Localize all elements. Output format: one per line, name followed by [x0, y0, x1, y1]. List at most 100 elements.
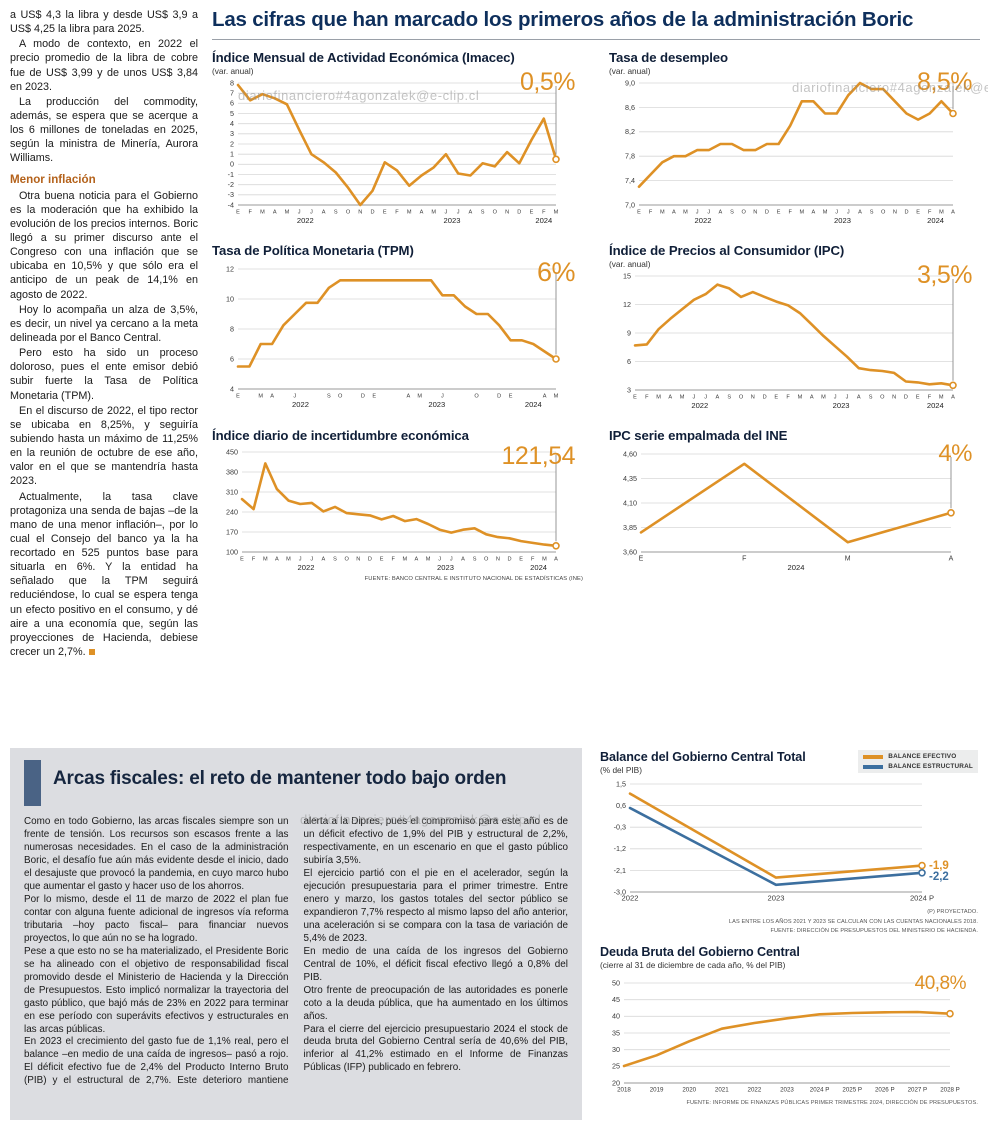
svg-text:12: 12: [226, 264, 234, 273]
svg-text:J: J: [299, 557, 302, 563]
latest-value-label: 121,54: [501, 442, 576, 470]
svg-text:F: F: [742, 556, 746, 563]
fiscal-charts-column: Balance del Gobierno Central Total (% de…: [600, 748, 978, 1120]
svg-text:7,8: 7,8: [625, 152, 635, 161]
svg-text:E: E: [383, 210, 387, 216]
svg-text:A: A: [415, 557, 419, 563]
svg-text:20: 20: [612, 1078, 620, 1087]
svg-text:2023: 2023: [444, 216, 461, 225]
desempleo-line-chart: 9,08,68,27,87,47,0E F M A M J J A S O N D E F M A M J J A S O…: [625, 78, 957, 225]
article-subhead: Menor inflación: [10, 172, 96, 186]
svg-text:F: F: [531, 557, 535, 563]
svg-text:J: J: [835, 210, 838, 216]
chart-subtitle: (cierre al 31 de diciembre de cada año, …: [600, 959, 786, 970]
paragraph: Actualmente, la tasa clave protagoniza u…: [10, 490, 198, 659]
svg-text:E: E: [639, 556, 644, 563]
svg-text:A: A: [949, 556, 954, 563]
svg-text:A: A: [951, 210, 955, 216]
top-section: a US$ 4,3 la libra y desde US$ 3,9 a US$…: [10, 8, 980, 660]
svg-text:E: E: [380, 557, 384, 563]
chart-title: Índice de Precios al Consumidor (IPC): [609, 243, 845, 258]
svg-text:-1: -1: [228, 170, 234, 179]
svg-text:F: F: [391, 557, 395, 563]
svg-text:M: M: [554, 210, 559, 216]
svg-text:A: A: [668, 395, 672, 401]
chart-title: Balance del Gobierno Central Total: [600, 750, 806, 764]
svg-text:F: F: [542, 210, 546, 216]
svg-text:J: J: [298, 210, 301, 216]
balance-titles: Balance del Gobierno Central Total (% de…: [600, 750, 806, 776]
svg-text:J: J: [310, 210, 313, 216]
svg-text:-3,0: -3,0: [614, 887, 626, 896]
svg-text:2022: 2022: [622, 894, 639, 903]
watermark: diariofinanciero#4agonzalek@e-clip.cl: [300, 812, 542, 827]
latest-value-label: 40,8%: [914, 972, 967, 994]
svg-text:A: A: [270, 394, 274, 400]
svg-text:M: M: [680, 395, 685, 401]
svg-text:E: E: [916, 395, 920, 401]
svg-text:-1,2: -1,2: [614, 844, 626, 853]
svg-text:-2,1: -2,1: [614, 866, 626, 875]
svg-text:O: O: [346, 210, 351, 216]
svg-text:2024: 2024: [927, 401, 944, 410]
article-paragraphs-top: a US$ 4,3 la libra y desde US$ 3,9 a US$…: [10, 8, 198, 166]
svg-text:M: M: [431, 210, 436, 216]
svg-text:E: E: [777, 210, 781, 216]
svg-text:J: J: [450, 557, 453, 563]
svg-text:2022: 2022: [298, 563, 315, 572]
svg-text:M: M: [426, 557, 431, 563]
svg-text:J: J: [438, 557, 441, 563]
chart-subtitle: (var. anual): [212, 66, 254, 76]
chart-title: Índice Mensual de Actividad Económica (I…: [212, 50, 515, 65]
chart-incertidumbre: Índice diario de incertidumbre económica…: [212, 428, 583, 582]
chart-deuda: Deuda Bruta del Gobierno Central (cierre…: [600, 945, 978, 1109]
svg-text:O: O: [338, 394, 343, 400]
svg-text:S: S: [334, 210, 338, 216]
svg-text:8: 8: [230, 78, 234, 87]
svg-text:3,60: 3,60: [623, 547, 637, 556]
svg-text:E: E: [916, 210, 920, 216]
svg-text:F: F: [786, 395, 790, 401]
svg-text:2021: 2021: [715, 1086, 729, 1093]
latest-value-label: 6%: [536, 257, 576, 287]
svg-text:A: A: [461, 557, 465, 563]
legend-swatch-estructural: [863, 764, 884, 769]
svg-text:J: J: [707, 210, 710, 216]
svg-text:A: A: [858, 210, 862, 216]
bottom-section: Arcas fiscales: el reto de mantener todo…: [10, 748, 978, 1120]
svg-text:4: 4: [230, 119, 234, 128]
svg-text:N: N: [751, 395, 755, 401]
svg-text:7: 7: [230, 89, 234, 98]
svg-text:4,35: 4,35: [623, 474, 637, 483]
fiscal-title: Arcas fiscales: el reto de mantener todo…: [53, 768, 507, 789]
svg-text:A: A: [273, 210, 277, 216]
svg-text:A: A: [554, 557, 558, 563]
svg-text:N: N: [358, 210, 362, 216]
svg-text:S: S: [730, 210, 734, 216]
svg-text:M: M: [656, 395, 661, 401]
svg-text:M: M: [407, 210, 412, 216]
svg-text:0,6: 0,6: [616, 801, 626, 810]
svg-text:E: E: [509, 394, 513, 400]
svg-text:D: D: [904, 395, 908, 401]
svg-text:M: M: [260, 210, 265, 216]
svg-text:J: J: [693, 395, 696, 401]
svg-text:A: A: [810, 395, 814, 401]
svg-text:4,10: 4,10: [623, 498, 637, 507]
svg-text:8,2: 8,2: [625, 127, 635, 136]
svg-text:F: F: [649, 210, 653, 216]
svg-text:2027 P: 2027 P: [908, 1086, 928, 1093]
svg-text:8: 8: [230, 324, 234, 333]
svg-text:E: E: [240, 557, 244, 563]
chart-ipc-empalmada: IPC serie empalmada del INE 4% 4,60 4,35 4…: [609, 428, 980, 582]
svg-text:7,4: 7,4: [625, 176, 635, 185]
svg-text:M: M: [939, 210, 944, 216]
paragraph: A modo de contexto, en 2022 el precio pr…: [10, 38, 198, 93]
fiscal-body-text: Como en todo Gobierno, las arcas fiscale…: [24, 816, 568, 1088]
page-title: Las cifras que han marcado los primeros …: [212, 8, 980, 40]
svg-text:F: F: [645, 395, 649, 401]
latest-value-label: 3,5%: [917, 261, 972, 289]
svg-text:O: O: [345, 557, 350, 563]
